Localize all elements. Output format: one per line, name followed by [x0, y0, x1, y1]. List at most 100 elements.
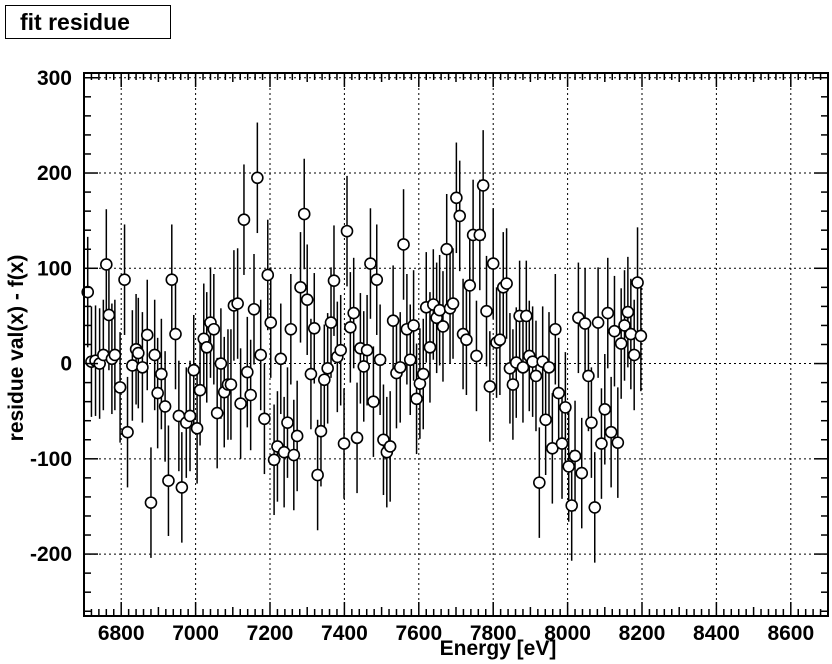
- data-point: [542, 361, 556, 374]
- data-point: [407, 319, 420, 332]
- y-axis-title: residue val(x) - f(x): [5, 255, 28, 442]
- data-point: [453, 209, 467, 223]
- data-point: [546, 442, 559, 455]
- data-point: [340, 224, 354, 238]
- data-point: [244, 388, 257, 402]
- data-point: [102, 308, 116, 322]
- data-point: [307, 322, 321, 335]
- data-point: [559, 401, 572, 414]
- data-point: [324, 316, 338, 329]
- x-tick-label: 8000: [544, 622, 591, 645]
- data-point: [347, 306, 361, 320]
- data-point: [483, 380, 497, 393]
- data-point: [121, 425, 134, 439]
- data-point: [446, 297, 460, 310]
- y-tick-label: -100: [30, 448, 72, 471]
- data-point: [480, 304, 493, 318]
- data-point: [476, 179, 490, 192]
- data-point: [618, 319, 631, 332]
- data-point: [591, 316, 605, 329]
- data-point: [210, 406, 224, 420]
- data-point: [370, 273, 384, 287]
- chart-title-box: fit residue: [5, 5, 171, 39]
- data-point: [183, 409, 197, 423]
- data-point: [258, 412, 271, 426]
- data-point: [344, 321, 357, 334]
- data-point: [364, 257, 377, 270]
- data-point: [416, 367, 430, 381]
- data-point: [224, 378, 238, 391]
- data-point: [539, 413, 552, 427]
- data-point: [327, 274, 341, 287]
- data-point: [486, 257, 500, 270]
- data-point: [582, 369, 595, 383]
- data-point: [337, 437, 351, 450]
- chart-title: fit residue: [20, 8, 130, 35]
- data-point: [274, 352, 288, 366]
- data-point: [403, 353, 417, 367]
- data-point: [264, 316, 278, 329]
- data-point: [100, 258, 113, 271]
- data-point: [281, 416, 294, 429]
- data-point: [165, 273, 179, 287]
- axis-ticks: [83, 73, 829, 616]
- data-point: [251, 171, 264, 185]
- data-point: [520, 309, 533, 323]
- x-tick-label: 7000: [172, 622, 219, 645]
- data-point: [297, 207, 311, 221]
- x-tick-label: 7800: [470, 622, 517, 645]
- data-point: [500, 277, 513, 290]
- x-tick-label: 8600: [767, 622, 814, 645]
- data-point: [373, 353, 387, 367]
- y-tick-label: 100: [37, 257, 72, 280]
- data-point: [284, 322, 298, 336]
- data-point: [254, 348, 268, 362]
- data-point: [360, 343, 374, 357]
- data-point: [187, 363, 201, 377]
- data-point: [549, 322, 562, 336]
- data-point: [144, 496, 158, 509]
- data-point: [450, 191, 463, 205]
- data-point: [294, 281, 307, 294]
- data-point: [552, 386, 565, 400]
- data-point: [334, 343, 347, 357]
- data-point: [237, 213, 251, 227]
- data-point: [136, 361, 149, 374]
- data-point: [595, 437, 608, 450]
- data-point: [578, 317, 592, 330]
- data-point: [624, 327, 638, 341]
- x-tick-label: 8400: [693, 622, 740, 645]
- data-point: [300, 293, 314, 307]
- data-point: [108, 348, 122, 362]
- data-point: [151, 386, 164, 400]
- data-point: [148, 348, 161, 362]
- data-point: [132, 346, 145, 360]
- data-point: [493, 333, 507, 347]
- data-point: [267, 453, 281, 467]
- data-points: [81, 171, 648, 514]
- data-point: [190, 422, 204, 435]
- y-tick-label: 300: [37, 67, 72, 90]
- data-point: [207, 322, 221, 336]
- data-point: [118, 273, 131, 287]
- x-tick-label: 6800: [98, 622, 145, 645]
- data-point: [604, 425, 618, 439]
- data-point: [470, 349, 483, 363]
- x-tick-label: 7600: [395, 622, 442, 645]
- data-point: [287, 448, 301, 462]
- data-point: [516, 361, 530, 374]
- data-point: [321, 362, 334, 375]
- data-point: [397, 238, 410, 251]
- data-point: [473, 228, 487, 242]
- error-bars: [86, 122, 642, 563]
- data-point: [565, 499, 578, 512]
- data-point: [234, 397, 247, 410]
- data-point: [175, 481, 189, 494]
- data-point: [575, 466, 589, 480]
- data-point: [357, 360, 371, 373]
- data-point: [436, 320, 450, 333]
- data-point: [562, 460, 576, 473]
- data-point: [611, 436, 625, 449]
- y-tick-label: 0: [60, 353, 72, 376]
